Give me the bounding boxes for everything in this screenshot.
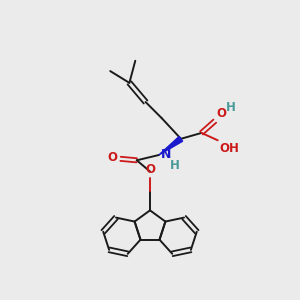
Text: H: H [170, 159, 180, 172]
Text: H: H [226, 101, 236, 114]
Text: O: O [145, 163, 155, 176]
Text: O: O [108, 151, 118, 164]
Text: N: N [161, 148, 172, 160]
Polygon shape [159, 136, 183, 155]
Text: OH: OH [219, 142, 239, 155]
Text: O: O [216, 107, 226, 120]
